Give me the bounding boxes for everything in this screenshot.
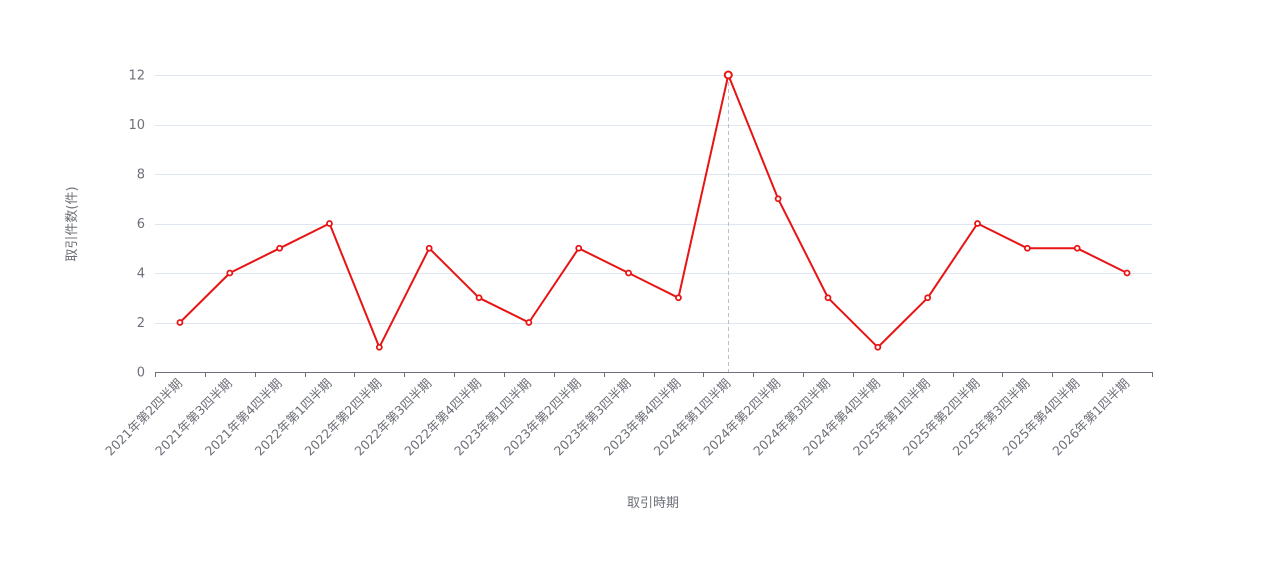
data-point[interactable]	[1023, 244, 1031, 252]
tick-labels: 0246810122021年第2四半期2021年第3四半期2021年第4四半期2…	[102, 69, 1132, 459]
data-point[interactable]	[625, 269, 632, 277]
data-point[interactable]	[924, 294, 932, 302]
grid-lines	[155, 75, 1152, 324]
series-layer	[176, 70, 1131, 351]
y-tick-label: 12	[128, 69, 145, 84]
data-point[interactable]	[675, 294, 682, 302]
data-point[interactable]	[874, 343, 882, 351]
y-tick-label: 6	[137, 217, 145, 232]
data-point[interactable]	[824, 294, 832, 302]
data-point[interactable]	[276, 244, 284, 252]
data-point[interactable]	[774, 195, 782, 203]
data-point[interactable]	[974, 220, 981, 227]
y-tick-label: 4	[137, 267, 145, 282]
x-axis-title: 取引時期	[627, 496, 679, 511]
data-point[interactable]	[723, 70, 733, 80]
data-point[interactable]	[326, 220, 333, 227]
y-tick-label: 10	[128, 118, 145, 133]
data-point[interactable]	[176, 319, 184, 326]
y-tick-label: 8	[137, 168, 145, 183]
data-point[interactable]	[1123, 269, 1131, 277]
data-point[interactable]	[575, 244, 583, 252]
data-point[interactable]	[375, 343, 383, 351]
data-point[interactable]	[226, 269, 234, 277]
data-point[interactable]	[1073, 244, 1081, 252]
data-point[interactable]	[425, 244, 433, 252]
series-line	[179, 74, 1128, 349]
y-tick-label: 0	[137, 366, 145, 381]
data-point[interactable]	[475, 294, 483, 302]
data-point[interactable]	[525, 319, 533, 326]
y-axis-title: 取引件数(件)	[65, 186, 80, 261]
y-tick-label: 2	[137, 316, 145, 331]
axes	[155, 372, 1153, 377]
